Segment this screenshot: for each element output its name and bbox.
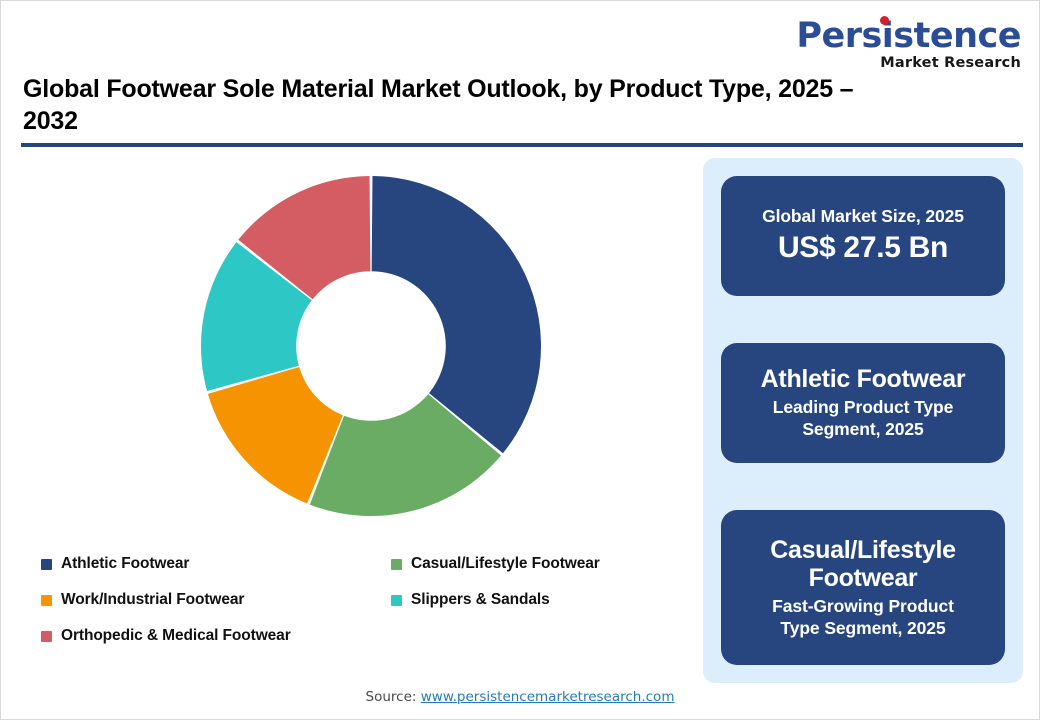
source-prefix: Source:	[365, 689, 421, 705]
legend-swatch-icon	[41, 558, 52, 570]
highlight-card-fastest-growing: Casual/Lifestyle Footwear Fast-Growing P…	[721, 510, 1005, 665]
legend-label: Slippers & Sandals	[411, 591, 550, 608]
fastest-segment-subtitle-line2: Type Segment, 2025	[780, 617, 946, 638]
donut-slice	[238, 176, 371, 300]
legend-label: Casual/Lifestyle Footwear	[411, 555, 600, 572]
donut-chart	[201, 176, 541, 516]
legend-item: Slippers & Sandals	[391, 591, 701, 609]
leading-segment-subtitle-line1: Leading Product Type	[772, 396, 954, 417]
legend-swatch-icon	[391, 594, 402, 606]
page-title: Global Footwear Sole Material Market Out…	[23, 75, 854, 135]
source-line: Source: www.persistencemarketresearch.co…	[1, 689, 1039, 705]
legend-swatch-icon	[391, 558, 402, 570]
highlight-card-market-size: Global Market Size, 2025 US$ 27.5 Bn	[721, 176, 1005, 296]
legend-item: Orthopedic & Medical Footwear	[41, 627, 391, 645]
legend-label: Athletic Footwear	[61, 555, 190, 572]
chart-legend: Athletic Footwear Casual/Lifestyle Footwe…	[41, 546, 701, 654]
highlights-panel: Global Market Size, 2025 US$ 27.5 Bn Ath…	[703, 158, 1023, 683]
legend-swatch-icon	[41, 594, 52, 606]
legend-item: Work/Industrial Footwear	[41, 591, 391, 609]
legend-label: Orthopedic & Medical Footwear	[61, 627, 291, 644]
brand-tagline: Market Research	[880, 55, 1021, 71]
legend-label: Work/Industrial Footwear	[61, 591, 245, 608]
fastest-segment-name-line2: Footwear	[808, 564, 918, 593]
brand-name: Persistence	[796, 16, 1021, 56]
donut-slice	[201, 242, 312, 391]
leading-segment-subtitle-line2: Segment, 2025	[802, 418, 924, 439]
highlight-card-leading-segment: Athletic Footwear Leading Product Type S…	[721, 343, 1005, 463]
source-link[interactable]: www.persistencemarketresearch.com	[420, 689, 675, 705]
leading-segment-name: Athletic Footwear	[760, 365, 966, 394]
title-divider	[21, 143, 1023, 147]
brand-logo: Persistence Market Research	[796, 16, 1021, 71]
fastest-segment-name-line1: Casual/Lifestyle	[770, 535, 956, 564]
legend-item: Casual/Lifestyle Footwear	[391, 555, 701, 573]
donut-slice	[309, 394, 502, 516]
chart-area	[1, 151, 691, 551]
market-size-value: US$ 27.5 Bn	[777, 230, 949, 264]
donut-chart-svg	[201, 176, 541, 516]
fastest-segment-subtitle-line1: Fast-Growing Product	[772, 595, 954, 616]
donut-slice	[207, 367, 343, 504]
market-size-caption: Global Market Size, 2025	[762, 206, 964, 227]
donut-slice	[371, 176, 541, 454]
legend-item: Athletic Footwear	[41, 555, 391, 573]
brand-dot-icon	[880, 16, 890, 25]
legend-swatch-icon	[41, 630, 52, 642]
brand-name-text: Persistence	[796, 16, 1021, 56]
